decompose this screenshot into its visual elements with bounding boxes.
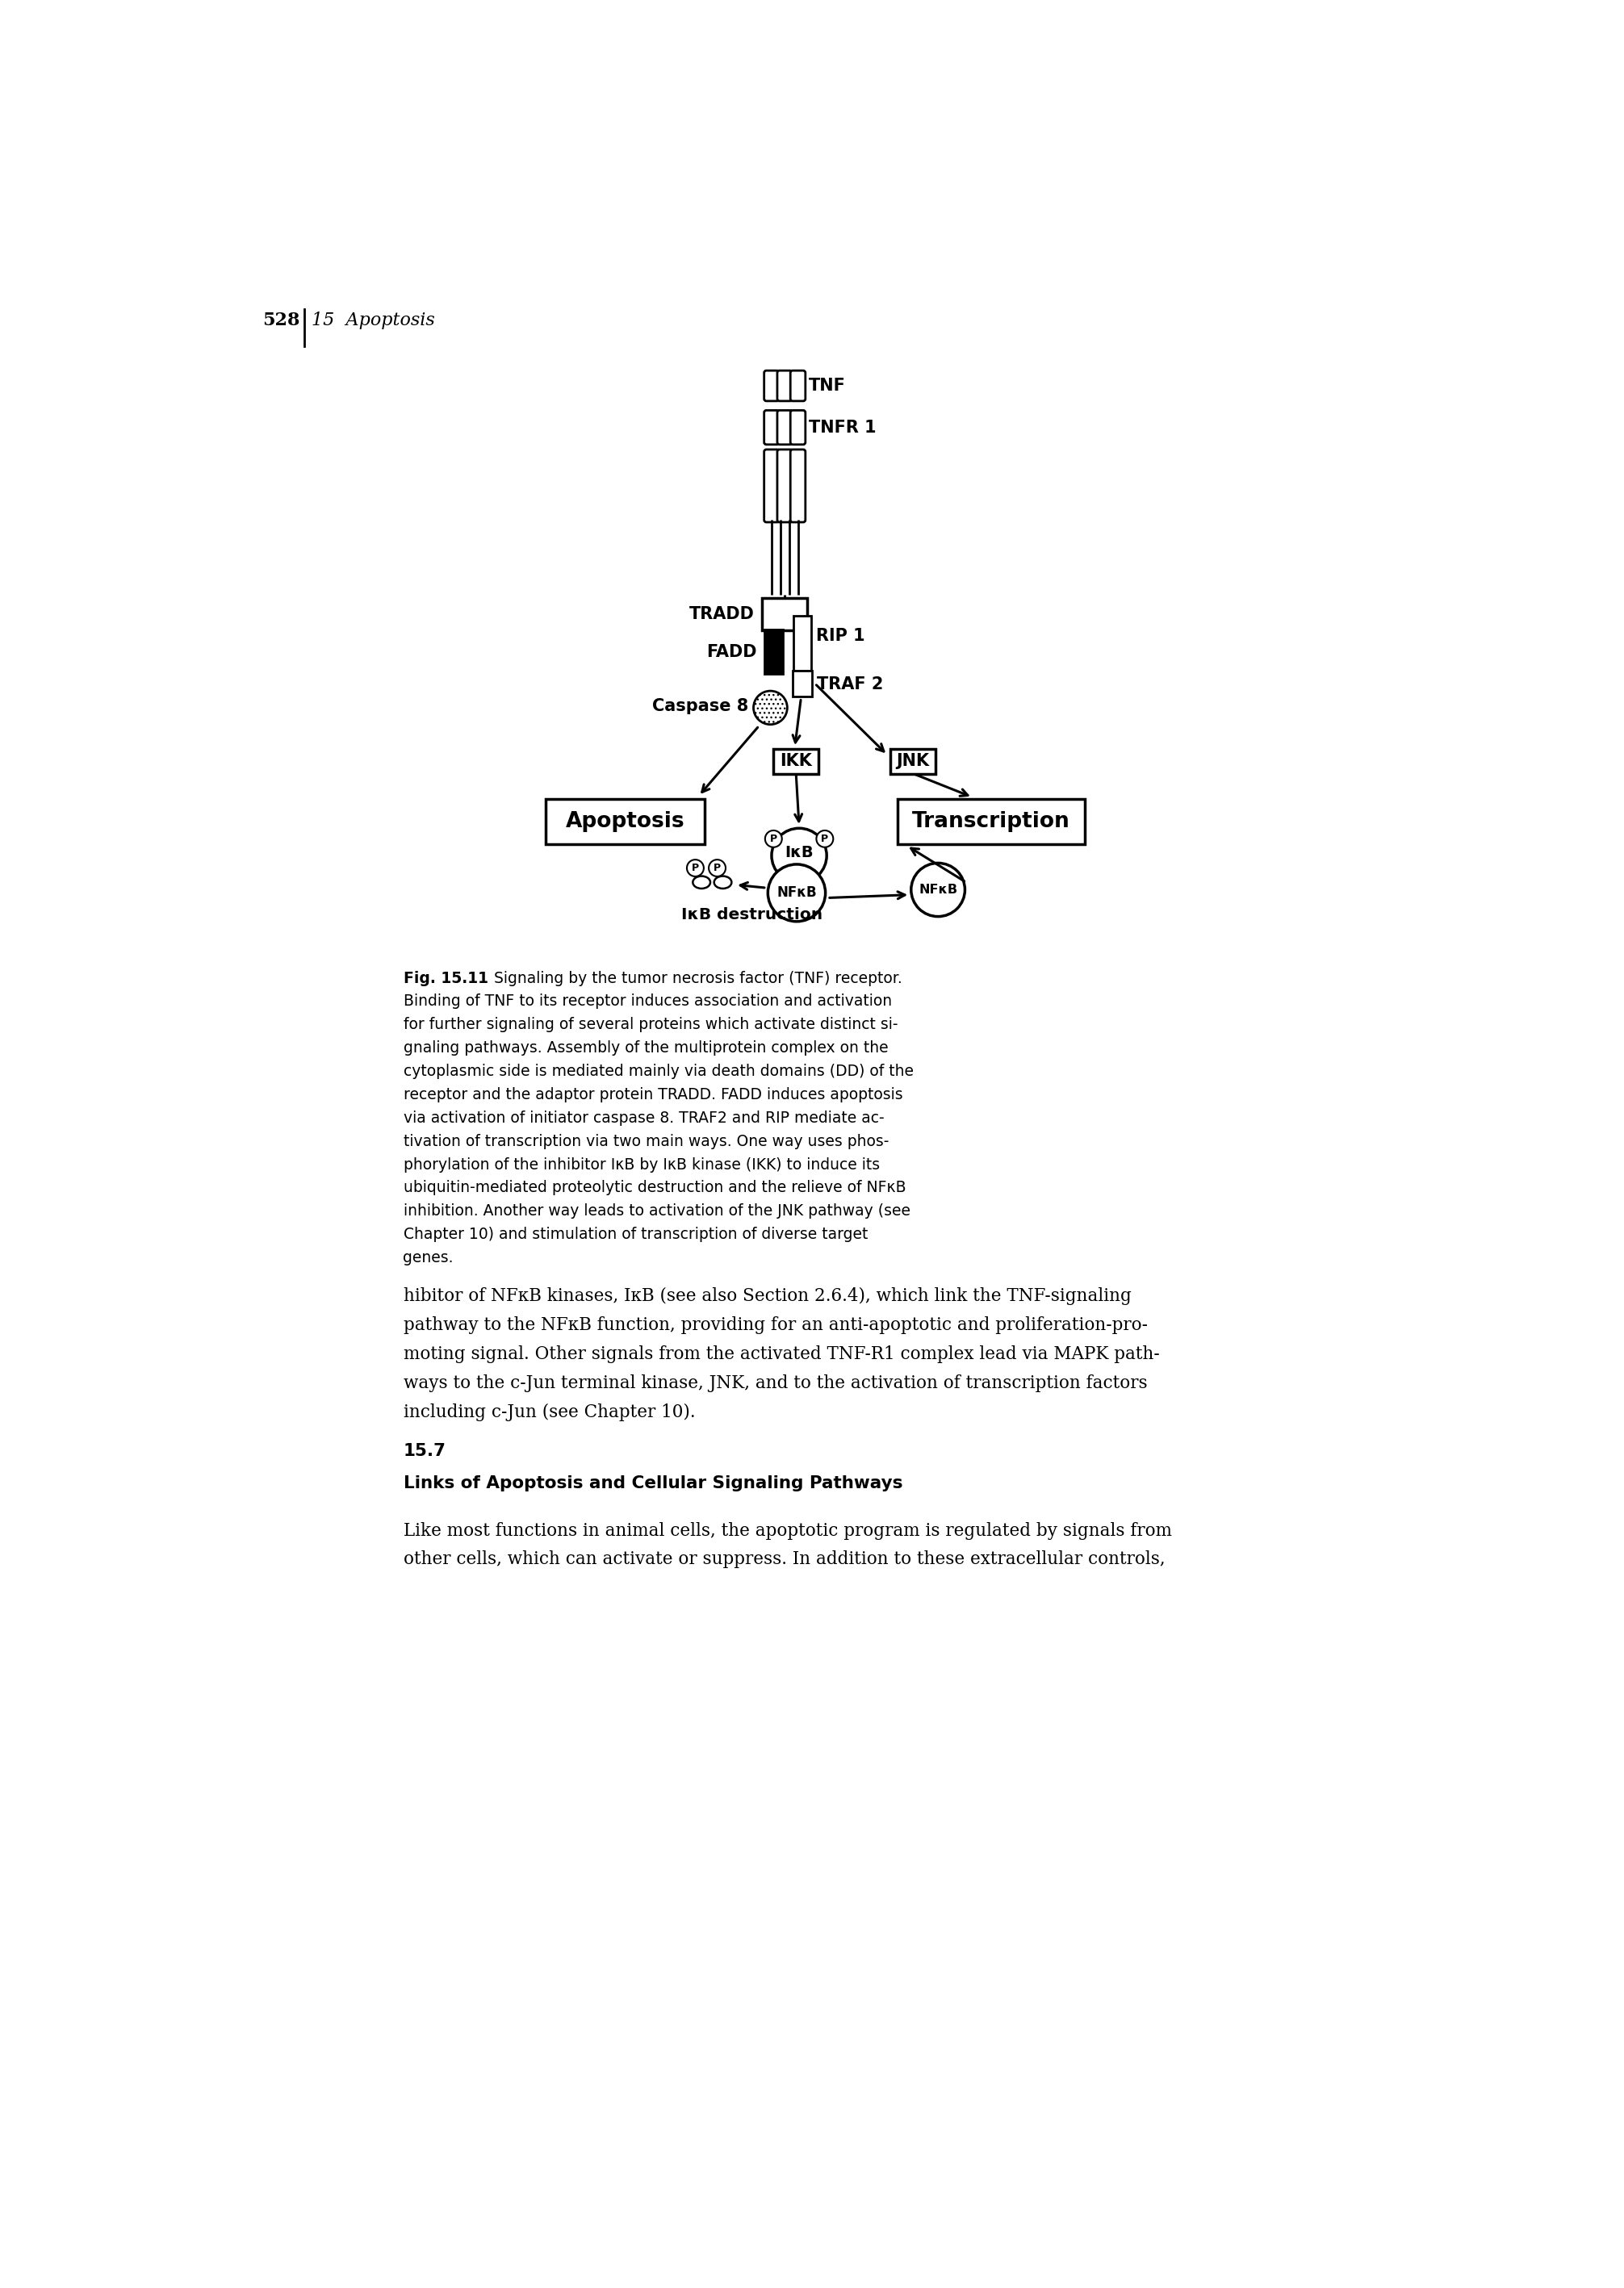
FancyBboxPatch shape — [765, 371, 780, 400]
Text: 528: 528 — [263, 311, 300, 329]
Text: inhibition. Another way leads to activation of the JNK pathway (see: inhibition. Another way leads to activat… — [403, 1203, 909, 1220]
Text: other cells, which can activate or suppress. In addition to these extracellular : other cells, which can activate or suppr… — [403, 1551, 1164, 1570]
Text: moting signal. Other signals from the activated TNF-R1 complex lead via MAPK pat: moting signal. Other signals from the ac… — [403, 1345, 1160, 1364]
Circle shape — [911, 863, 965, 917]
Text: NFκB: NFκB — [919, 883, 958, 897]
FancyBboxPatch shape — [791, 371, 806, 400]
Circle shape — [771, 828, 827, 883]
Text: Binding of TNF to its receptor induces association and activation: Binding of TNF to its receptor induces a… — [403, 993, 892, 1009]
Text: Transcription: Transcription — [913, 810, 1070, 833]
Text: Signaling by the tumor necrosis factor (TNF) receptor.: Signaling by the tumor necrosis factor (… — [484, 970, 903, 986]
Text: TNF: TNF — [809, 378, 846, 394]
Ellipse shape — [715, 876, 731, 888]
Text: 15.7: 15.7 — [403, 1444, 447, 1460]
Circle shape — [817, 831, 833, 847]
FancyBboxPatch shape — [778, 371, 793, 400]
Bar — [794, 615, 810, 670]
Bar — [546, 799, 705, 844]
Text: phorylation of the inhibitor IκB by IκB kinase (IKK) to induce its: phorylation of the inhibitor IκB by IκB … — [403, 1158, 880, 1171]
Text: cytoplasmic side is mediated mainly via death domains (DD) of the: cytoplasmic side is mediated mainly via … — [403, 1064, 913, 1080]
Text: pathway to the NFκB function, providing for an anti-apoptotic and proliferation-: pathway to the NFκB function, providing … — [403, 1316, 1148, 1334]
FancyBboxPatch shape — [778, 448, 793, 522]
Text: 15  Apoptosis: 15 Apoptosis — [312, 311, 435, 329]
Text: P: P — [770, 833, 778, 844]
Circle shape — [765, 831, 781, 847]
Text: P: P — [692, 863, 698, 874]
Text: Fig. 15.11: Fig. 15.11 — [403, 970, 487, 986]
FancyBboxPatch shape — [765, 410, 780, 444]
Text: IKK: IKK — [780, 753, 812, 769]
Ellipse shape — [693, 876, 710, 888]
Text: RIP 1: RIP 1 — [815, 627, 866, 643]
Text: TRADD: TRADD — [690, 606, 755, 622]
Text: tivation of transcription via two main ways. One way uses phos-: tivation of transcription via two main w… — [403, 1133, 888, 1149]
Text: Apoptosis: Apoptosis — [565, 810, 685, 833]
FancyBboxPatch shape — [765, 448, 780, 522]
Text: P: P — [822, 833, 828, 844]
Text: Links of Apoptosis and Cellular Signaling Pathways: Links of Apoptosis and Cellular Signalin… — [403, 1476, 903, 1492]
Text: NFκB: NFκB — [776, 885, 817, 899]
Text: IκB: IκB — [784, 844, 814, 860]
Bar — [793, 670, 812, 696]
Bar — [898, 799, 1085, 844]
FancyBboxPatch shape — [791, 410, 806, 444]
Text: ways to the c-Jun terminal kinase, JNK, and to the activation of transcription f: ways to the c-Jun terminal kinase, JNK, … — [403, 1375, 1147, 1391]
Text: via activation of initiator caspase 8. TRAF2 and RIP mediate ac-: via activation of initiator caspase 8. T… — [403, 1110, 883, 1126]
Text: hibitor of NFκB kinases, IκB (see also Section 2.6.4), which link the TNF-signal: hibitor of NFκB kinases, IκB (see also S… — [403, 1288, 1132, 1306]
Text: FADD: FADD — [706, 643, 757, 659]
Bar — [773, 748, 818, 773]
Bar — [762, 599, 807, 631]
Circle shape — [687, 860, 703, 876]
Text: TNFR 1: TNFR 1 — [809, 419, 875, 435]
Circle shape — [768, 865, 825, 922]
Circle shape — [754, 691, 788, 725]
Text: IκB destruction: IκB destruction — [680, 906, 822, 922]
Text: ubiquitin-mediated proteolytic destruction and the relieve of NFκB: ubiquitin-mediated proteolytic destructi… — [403, 1181, 906, 1197]
Text: Caspase 8: Caspase 8 — [653, 698, 749, 714]
Text: gnaling pathways. Assembly of the multiprotein complex on the: gnaling pathways. Assembly of the multip… — [403, 1041, 888, 1055]
Bar — [890, 748, 935, 773]
Circle shape — [708, 860, 726, 876]
Text: TRAF 2: TRAF 2 — [817, 677, 883, 693]
FancyBboxPatch shape — [778, 410, 793, 444]
Text: including c-Jun (see Chapter 10).: including c-Jun (see Chapter 10). — [403, 1403, 695, 1421]
Text: Chapter 10) and stimulation of transcription of diverse target: Chapter 10) and stimulation of transcrip… — [403, 1226, 867, 1242]
Text: P: P — [713, 863, 721, 874]
Text: JNK: JNK — [896, 753, 929, 769]
Text: for further signaling of several proteins which activate distinct si-: for further signaling of several protein… — [403, 1018, 898, 1032]
Text: genes.: genes. — [403, 1249, 453, 1265]
Text: Like most functions in animal cells, the apoptotic program is regulated by signa: Like most functions in animal cells, the… — [403, 1522, 1171, 1540]
Text: receptor and the adaptor protein TRADD. FADD induces apoptosis: receptor and the adaptor protein TRADD. … — [403, 1087, 903, 1103]
FancyBboxPatch shape — [791, 448, 806, 522]
Bar — [765, 629, 783, 675]
